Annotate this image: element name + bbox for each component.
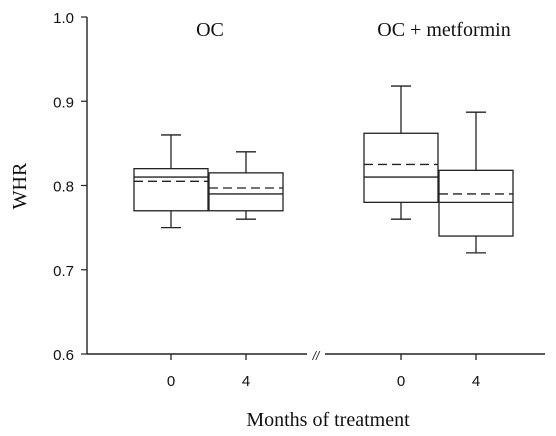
group-title-oc: OC — [196, 19, 224, 41]
x-tick-label: 4 — [242, 373, 250, 390]
box-0-1 — [208, 151, 284, 220]
x-tick-label: 0 — [167, 373, 175, 390]
y-axis-label: WHR — [9, 162, 31, 209]
box-iqr — [363, 132, 439, 203]
box-0-0 — [133, 134, 209, 229]
x-ticks: 0 4 0 4 — [167, 354, 480, 390]
box-series — [133, 85, 514, 254]
x-tick-label: 0 — [397, 373, 405, 390]
y-ticks: 0.6 0.7 0.8 0.9 1.0 — [53, 10, 87, 364]
box-iqr — [208, 172, 284, 212]
group-title-oc-metformin: OC + metformin — [377, 19, 511, 41]
box-1-1 — [438, 111, 514, 254]
y-tick-label: 0.6 — [53, 347, 74, 364]
box-iqr — [133, 167, 209, 212]
box-1-0 — [363, 85, 439, 220]
y-tick-label: 0.9 — [53, 94, 74, 111]
x-tick-label: 4 — [472, 373, 480, 390]
y-tick-label: 0.8 — [53, 179, 74, 196]
y-tick-label: 0.7 — [53, 263, 74, 280]
y-tick-label: 1.0 — [53, 10, 74, 27]
x-axis-label: Months of treatment — [246, 409, 410, 431]
axis-break-marker: // — [312, 349, 321, 363]
box-iqr — [438, 169, 514, 237]
